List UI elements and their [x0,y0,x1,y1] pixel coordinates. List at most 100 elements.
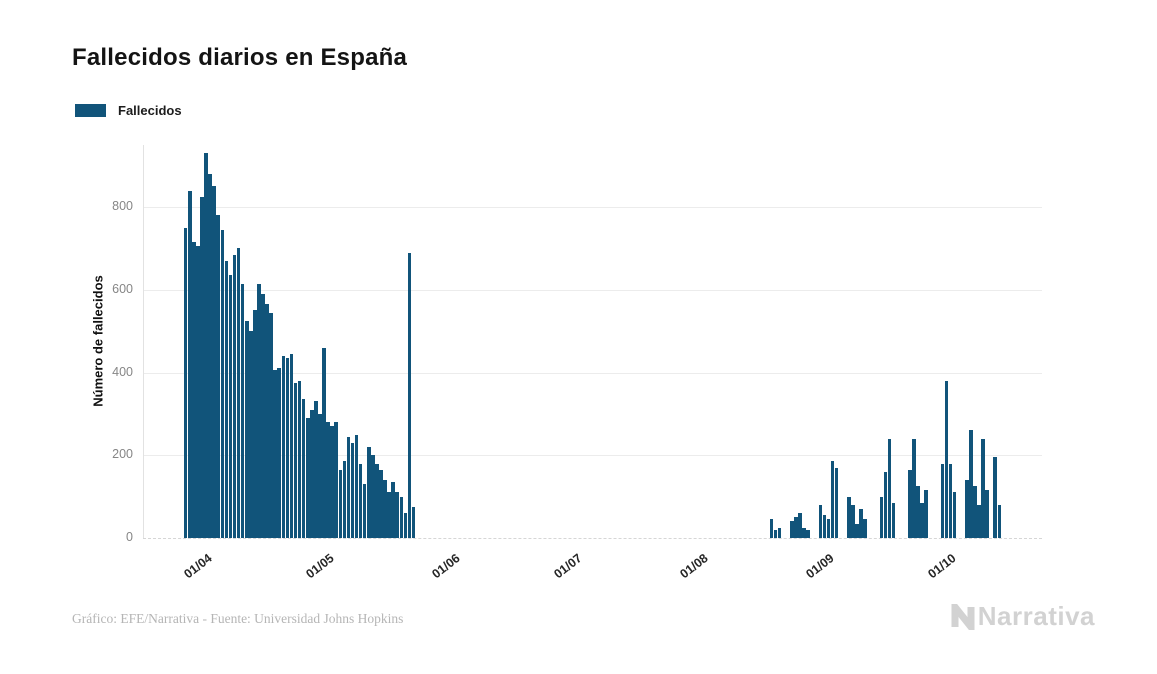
bar[interactable] [216,215,221,538]
bar[interactable] [253,310,257,538]
bar[interactable] [293,382,298,538]
bar[interactable] [362,484,367,538]
bar[interactable] [261,293,265,538]
bar[interactable] [371,455,375,538]
bar[interactable] [232,254,237,538]
bar[interactable] [391,482,395,538]
bar[interactable] [806,529,810,538]
bar[interactable] [228,275,233,538]
bar[interactable] [859,509,863,538]
bar[interactable] [912,438,916,538]
bar[interactable] [769,519,774,538]
bar[interactable] [834,467,839,538]
bar[interactable] [790,521,794,538]
bar[interactable] [236,248,241,538]
bar[interactable] [301,399,306,538]
bar[interactable] [285,358,290,538]
bar[interactable] [969,430,973,538]
bar[interactable] [224,260,229,538]
bar[interactable] [822,515,827,538]
bar[interactable] [212,186,216,538]
bar[interactable] [891,502,896,538]
bar[interactable] [985,490,989,538]
bar[interactable] [851,504,855,538]
bar[interactable] [375,463,379,538]
bar[interactable] [863,519,867,538]
bar[interactable] [305,418,310,538]
legend-swatch-fallecidos[interactable] [75,104,106,117]
bar[interactable] [383,480,387,538]
bar[interactable] [948,463,953,538]
bar[interactable] [964,480,969,538]
bar[interactable] [273,370,277,538]
bar[interactable] [187,190,192,538]
bar[interactable] [855,523,859,538]
bar[interactable] [277,368,282,538]
bar[interactable] [200,196,204,538]
bar[interactable] [920,502,924,538]
bar[interactable] [973,486,977,538]
bar[interactable] [257,283,261,538]
bar[interactable] [411,506,416,538]
bar[interactable] [249,331,253,538]
bar[interactable] [887,438,892,538]
bar[interactable] [993,457,997,538]
bar[interactable] [403,513,408,538]
bar[interactable] [879,496,884,538]
bar[interactable] [326,422,330,538]
bar[interactable] [346,436,351,538]
bar[interactable] [399,496,404,538]
bar[interactable] [366,446,371,538]
bar[interactable] [281,355,286,538]
bar[interactable] [387,492,391,538]
bar[interactable] [944,380,949,538]
bar[interactable] [883,471,888,538]
bar[interactable] [916,486,920,538]
bar[interactable] [322,347,326,538]
bar[interactable] [314,401,318,538]
bar[interactable] [379,469,383,538]
bar[interactable] [981,438,985,538]
bar[interactable] [358,463,363,538]
bar[interactable] [818,504,823,538]
bar[interactable] [342,461,347,538]
bar[interactable] [354,434,359,538]
bar[interactable] [908,469,912,538]
bar[interactable] [977,504,981,538]
bar[interactable] [350,442,355,538]
bar[interactable] [289,353,294,538]
bar[interactable] [940,463,945,538]
bar[interactable] [952,492,957,538]
bar[interactable] [395,492,400,538]
legend-label[interactable]: Fallecidos [118,103,182,118]
bar[interactable] [204,153,208,538]
bar[interactable] [330,426,334,538]
bar[interactable] [196,246,200,538]
bar[interactable] [297,380,302,538]
bar[interactable] [183,227,188,538]
bar[interactable] [208,173,212,538]
bar[interactable] [773,529,778,538]
bar[interactable] [802,527,806,538]
bar[interactable] [310,409,314,538]
bar[interactable] [318,413,322,538]
gridline [143,455,1042,457]
bar[interactable] [334,422,338,538]
bar[interactable] [192,242,196,538]
bar[interactable] [220,229,225,538]
bar[interactable] [830,461,835,538]
bar[interactable] [269,312,273,538]
y-tick-label: 400 [112,364,133,379]
bar[interactable] [826,519,831,538]
bar[interactable] [240,283,245,538]
bar[interactable] [777,527,782,538]
bar[interactable] [407,252,412,538]
bar[interactable] [794,517,798,538]
bar[interactable] [997,504,1002,538]
bar[interactable] [244,320,249,538]
bar[interactable] [265,304,269,538]
bar[interactable] [798,513,802,538]
bar[interactable] [338,469,343,538]
bar[interactable] [924,490,928,538]
bar[interactable] [846,496,851,538]
